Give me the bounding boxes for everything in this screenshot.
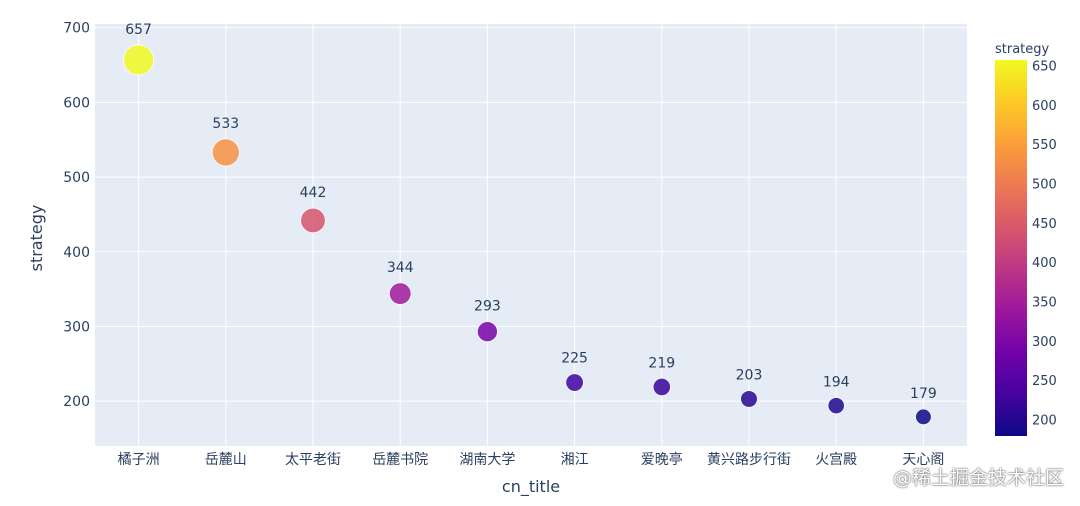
x-axis-title: cn_title (502, 477, 560, 497)
data-label: 194 (823, 375, 850, 391)
data-point (388, 282, 412, 305)
data-label: 225 (561, 351, 588, 367)
x-tick-label: 橘子洲 (118, 452, 160, 468)
colorbar-tick-label: 500 (1032, 177, 1057, 192)
x-axis-ticks: 橘子洲 岳麓山 太平老街 岳麓书院 湖南大学 湘江 爱晚亭 黄兴路步行街 火宫殿 天心阁 (118, 451, 945, 468)
grid (95, 24, 967, 446)
colorbar-tick-label: 400 (1032, 256, 1057, 271)
y-tick-label: 600 (63, 95, 90, 111)
data-labels: 657 533 442 344 293 225 219 203 194 179 (125, 22, 937, 402)
data-point (827, 397, 845, 415)
x-tick-label: 湖南大学 (459, 452, 515, 468)
plot-area (95, 24, 967, 446)
y-tick-label: 500 (63, 170, 90, 186)
data-label: 442 (300, 185, 327, 201)
x-tick-label: 湘江 (561, 452, 589, 468)
data-label: 179 (910, 386, 937, 402)
data-point (300, 207, 326, 234)
x-tick-label: 天心阁 (902, 452, 944, 468)
data-point (565, 373, 584, 392)
colorbar-tick-label: 450 (1032, 217, 1057, 232)
data-label: 203 (736, 368, 763, 384)
data-point (652, 377, 671, 397)
data-label: 657 (125, 22, 152, 38)
data-point (740, 390, 758, 408)
colorbar-tick-label: 300 (1032, 335, 1057, 350)
watermark: @稀土掘金技术社区 (892, 467, 1064, 489)
colorbar-tick-label: 550 (1032, 138, 1057, 153)
data-point (477, 321, 498, 343)
colorbar-tick-label: 200 (1032, 413, 1057, 428)
data-label: 219 (648, 355, 675, 371)
colorbar: strategy 200 250 300 350 400 450 500 550 600 650 (995, 42, 1057, 436)
colorbar-tick-label: 350 (1032, 295, 1057, 310)
x-tick-label: 爱晚亭 (641, 451, 683, 468)
colorbar-tick-label: 650 (1032, 60, 1057, 75)
markers (123, 44, 932, 426)
colorbar-title: strategy (995, 42, 1050, 57)
colorbar-tick-label: 600 (1032, 99, 1057, 114)
x-tick-label: 岳麓山 (205, 452, 247, 468)
colorbar-gradient (995, 60, 1027, 436)
x-tick-label: 岳麓书院 (372, 452, 428, 468)
y-axis-ticks: 200 300 400 500 600 700 (63, 21, 90, 410)
y-tick-label: 300 (63, 319, 90, 335)
y-tick-label: 700 (63, 21, 90, 37)
colorbar-ticks: 200 250 300 350 400 450 500 550 600 650 (1032, 60, 1057, 429)
x-tick-label: 火宫殿 (815, 452, 857, 468)
colorbar-tick-label: 250 (1032, 374, 1057, 389)
data-point (915, 408, 932, 426)
data-point (211, 138, 240, 167)
x-tick-label: 太平老街 (285, 452, 341, 468)
data-label: 533 (212, 116, 239, 132)
y-tick-label: 400 (63, 245, 90, 261)
data-point (123, 44, 154, 76)
y-axis-title: strategy (27, 205, 46, 272)
data-label: 344 (387, 260, 414, 276)
y-tick-label: 200 (63, 394, 90, 410)
data-label: 293 (474, 299, 501, 315)
x-tick-label: 黄兴路步行街 (707, 451, 791, 468)
